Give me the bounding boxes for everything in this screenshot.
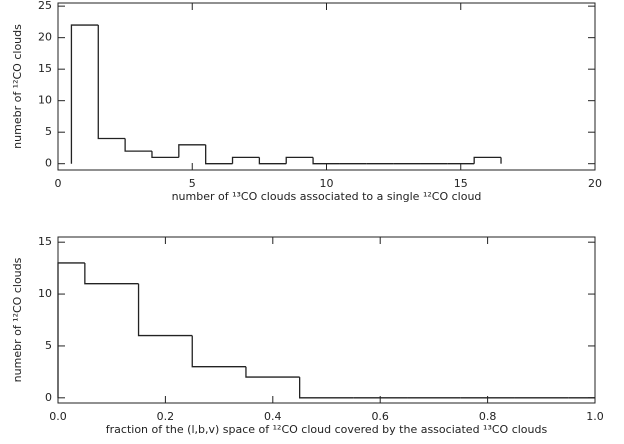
- histogram-step: [137, 283, 193, 337]
- x-tick-label: 10: [320, 177, 334, 190]
- x-tick-label: 1.0: [586, 410, 604, 423]
- histogram-step: [151, 151, 179, 159]
- x-tick-label: 5: [189, 177, 196, 190]
- x-axis-label: fraction of the (l,b,v) space of ¹²CO cl…: [106, 423, 548, 436]
- histogram-step: [245, 366, 300, 378]
- y-tick-label: 20: [38, 31, 52, 44]
- histogram-step: [70, 24, 99, 164]
- histogram-step: [285, 156, 314, 164]
- y-tick-label: 0: [45, 157, 52, 170]
- y-tick-label: 10: [38, 287, 52, 300]
- x-tick-label: 0.4: [264, 410, 282, 423]
- histogram-step: [258, 157, 287, 165]
- x-tick-label: 20: [588, 177, 602, 190]
- x-axis-label: number of ¹³CO clouds associated to a si…: [172, 190, 482, 203]
- x-tick-label: 15: [454, 177, 468, 190]
- x-tick-label: 0.2: [157, 410, 175, 423]
- y-tick-label: 5: [45, 125, 52, 138]
- y-tick-label: 15: [38, 235, 52, 248]
- y-tick-label: 15: [38, 62, 52, 75]
- histogram-step: [312, 157, 340, 165]
- histogram-step: [57, 262, 85, 398]
- histogram-step: [299, 377, 354, 399]
- y-tick-label: 0: [45, 391, 52, 404]
- y-tick-label: 5: [45, 339, 52, 352]
- y-axis-label: numebr of ¹²CO clouds: [11, 24, 24, 149]
- histogram-step: [97, 25, 126, 140]
- histogram-step: [191, 335, 246, 368]
- histogram-step: [84, 262, 139, 285]
- histogram-step: [178, 144, 206, 158]
- x-tick-label: 0.0: [49, 410, 67, 423]
- histogram-step: [473, 156, 502, 164]
- y-axis-label: numebr of ¹²CO clouds: [11, 257, 24, 382]
- histogram-step: [231, 156, 260, 164]
- histogram-step: [124, 138, 152, 152]
- plot-frame: [57, 2, 596, 171]
- x-tick-label: 0.8: [479, 410, 497, 423]
- histogram-step: [205, 144, 233, 165]
- x-tick-label: 0.6: [371, 410, 389, 423]
- y-tick-label: 10: [38, 94, 52, 107]
- y-tick-label: 25: [38, 0, 52, 12]
- x-tick-label: 0: [55, 177, 62, 190]
